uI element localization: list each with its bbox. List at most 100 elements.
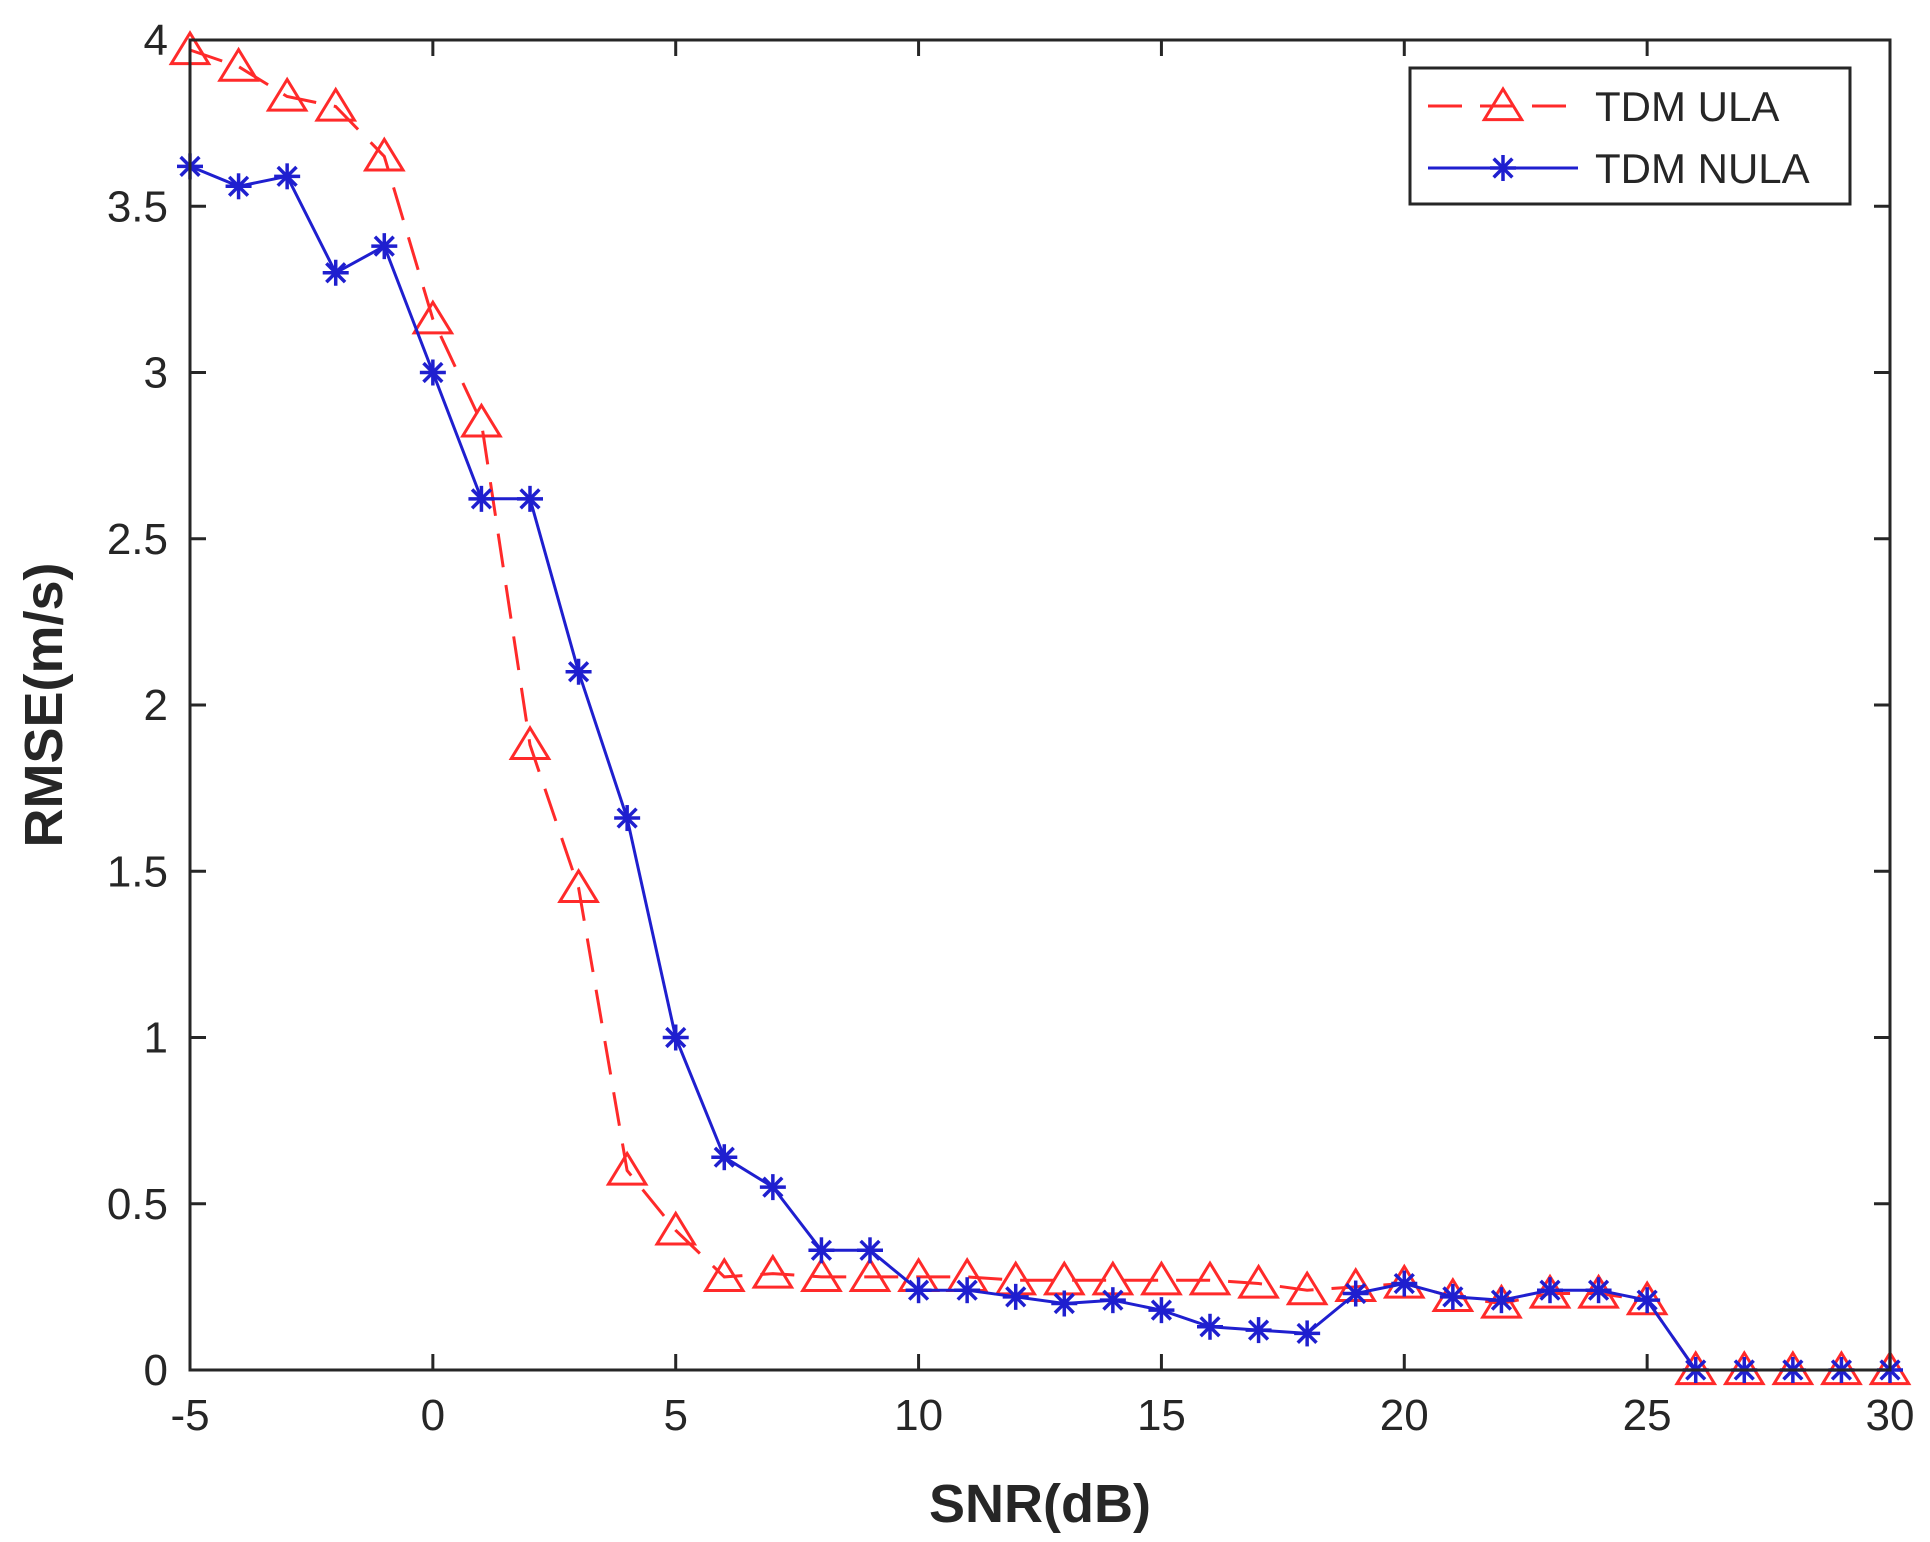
data-point xyxy=(954,1277,981,1304)
data-point xyxy=(274,163,301,190)
data-point xyxy=(857,1237,883,1264)
legend-marker xyxy=(1481,86,1525,122)
x-tick-label: 15 xyxy=(1137,1391,1186,1440)
x-axis-title: SNR(dB) xyxy=(929,1474,1151,1534)
data-point xyxy=(468,485,495,512)
y-tick-label: 1 xyxy=(144,1014,168,1063)
star-stroke xyxy=(1150,1299,1173,1321)
y-tick-label: 3.5 xyxy=(107,182,168,231)
plot-frame xyxy=(188,38,1892,1372)
star-stroke xyxy=(762,1176,784,1198)
star-stroke xyxy=(956,1279,978,1301)
star-stroke xyxy=(1490,1289,1513,1311)
data-point xyxy=(557,867,600,903)
data-point xyxy=(1488,1287,1515,1314)
y-tick-label: 2.5 xyxy=(107,515,168,564)
series-tdm-nula xyxy=(177,153,1903,1383)
star-stroke xyxy=(713,1146,735,1168)
x-tick-label: 0 xyxy=(421,1391,445,1440)
y-tick-label: 3 xyxy=(144,349,168,398)
data-point xyxy=(1140,1260,1183,1296)
data-point xyxy=(848,1257,892,1292)
data-point xyxy=(711,1144,738,1171)
data-point xyxy=(605,1150,649,1186)
star-stroke xyxy=(1442,1286,1464,1308)
y-tick-label: 4 xyxy=(144,16,168,65)
data-point xyxy=(800,1257,843,1292)
data-point xyxy=(1391,1270,1418,1297)
data-point xyxy=(1197,1313,1223,1340)
data-point xyxy=(654,1210,698,1246)
series-layer xyxy=(168,30,1912,1386)
star-stroke xyxy=(1102,1289,1124,1311)
star-stroke xyxy=(1587,1279,1610,1301)
data-point xyxy=(808,1237,835,1264)
data-point xyxy=(565,658,592,685)
data-point xyxy=(225,173,252,200)
data-point xyxy=(1188,1260,1232,1296)
star-stroke xyxy=(567,661,590,683)
star-stroke xyxy=(1053,1292,1075,1315)
data-point xyxy=(371,233,398,260)
data-point xyxy=(314,86,358,122)
data-point xyxy=(1245,1317,1272,1344)
legend: TDM ULA TDM NULA xyxy=(1408,66,1852,206)
y-axis-title: RMSE(m/s) xyxy=(14,562,74,847)
star-stroke xyxy=(810,1239,833,1261)
star-stroke xyxy=(1345,1282,1367,1305)
legend-item: TDM NULA xyxy=(1428,145,1810,192)
y-tick-label: 1.5 xyxy=(107,847,168,896)
series-tdm-ula xyxy=(168,30,1912,1386)
data-point xyxy=(508,725,552,760)
y-tick-label: 0 xyxy=(144,1346,168,1395)
legend-marker xyxy=(1490,155,1516,181)
data-point xyxy=(1099,1287,1126,1314)
x-tick-label: 5 xyxy=(663,1391,687,1440)
star-stroke xyxy=(1393,1272,1415,1295)
data-point xyxy=(702,1257,746,1292)
data-point xyxy=(217,46,260,82)
x-tick-label: 25 xyxy=(1623,1391,1672,1440)
x-tick-label: 10 xyxy=(894,1391,943,1440)
star-stroke xyxy=(227,175,250,197)
data-point xyxy=(1537,1277,1563,1304)
data-point xyxy=(1634,1287,1661,1314)
x-tick-label: -5 xyxy=(170,1391,209,1440)
data-point xyxy=(905,1277,932,1304)
legend-label: TDM NULA xyxy=(1595,145,1810,192)
star-stroke xyxy=(1005,1286,1027,1308)
star-stroke xyxy=(1296,1322,1318,1345)
star-stroke xyxy=(1636,1289,1658,1311)
data-point xyxy=(1051,1290,1078,1317)
data-point xyxy=(1439,1283,1466,1310)
data-point xyxy=(751,1253,795,1289)
y-tick-label: 0.5 xyxy=(107,1180,168,1229)
data-point xyxy=(1042,1260,1086,1296)
star-stroke xyxy=(907,1279,930,1301)
axis-ticks xyxy=(188,38,1892,1372)
data-point xyxy=(662,1024,689,1051)
data-point xyxy=(419,359,446,386)
x-tick-label: 20 xyxy=(1380,1391,1429,1440)
data-point xyxy=(1285,1270,1329,1306)
y-tick-label: 2 xyxy=(144,681,168,730)
star-stroke xyxy=(422,361,444,384)
star-stroke xyxy=(665,1026,687,1049)
data-point xyxy=(1342,1280,1369,1307)
star-stroke xyxy=(1539,1279,1561,1301)
star-stroke xyxy=(1199,1316,1221,1338)
legend-item: TDM ULA xyxy=(1428,83,1779,130)
x-tick-label: 30 xyxy=(1866,1391,1915,1440)
star-stroke xyxy=(1247,1319,1270,1341)
data-point xyxy=(1294,1320,1321,1347)
star-stroke xyxy=(470,488,493,510)
legend-items: TDM ULA TDM NULA xyxy=(1428,83,1810,192)
data-point xyxy=(1237,1263,1280,1299)
data-point xyxy=(411,299,455,335)
star-stroke xyxy=(616,807,638,829)
star-stroke xyxy=(859,1239,881,1261)
data-point xyxy=(1002,1283,1029,1310)
data-point xyxy=(362,136,406,172)
